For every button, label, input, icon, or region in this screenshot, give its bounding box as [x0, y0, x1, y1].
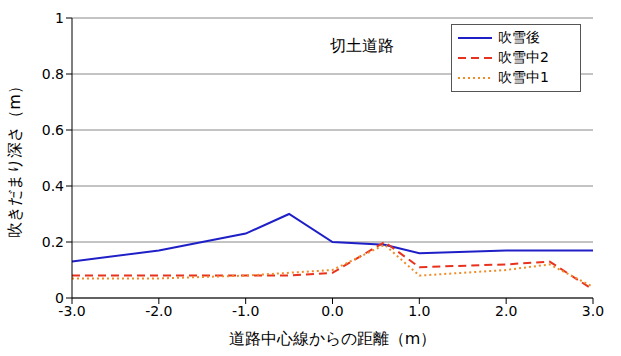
svg-text:0.8: 0.8 [42, 66, 64, 82]
svg-text:-3.0: -3.0 [58, 302, 86, 319]
svg-text:0.6: 0.6 [42, 122, 64, 138]
svg-text:1.0: 1.0 [408, 303, 430, 319]
svg-text:1: 1 [55, 10, 64, 26]
svg-text:0: 0 [55, 290, 64, 306]
svg-text:2.0: 2.0 [495, 303, 517, 319]
html-text:吹雪中2: 吹雪中2 [498, 49, 549, 65]
svg-text:-2.0: -2.0 [145, 303, 172, 319]
svg-text:吹きだまり深さ（m）: 吹きだまり深さ（m） [5, 78, 24, 238]
svg-text:0.4: 0.4 [42, 178, 64, 194]
svg-text:道路中心線からの距離（m）: 道路中心線からの距離（m） [229, 329, 437, 348]
svg-text:-1.0: -1.0 [232, 303, 259, 319]
svg-text:3.0: 3.0 [582, 303, 604, 319]
html-text:吹雪中1: 吹雪中1 [498, 69, 549, 85]
svg-text:0.2: 0.2 [42, 234, 64, 250]
svg-text:0.0: 0.0 [321, 303, 343, 319]
html-text:切土道路: 切土道路 [330, 36, 394, 55]
html-text:吹雪後: 吹雪後 [498, 29, 540, 45]
